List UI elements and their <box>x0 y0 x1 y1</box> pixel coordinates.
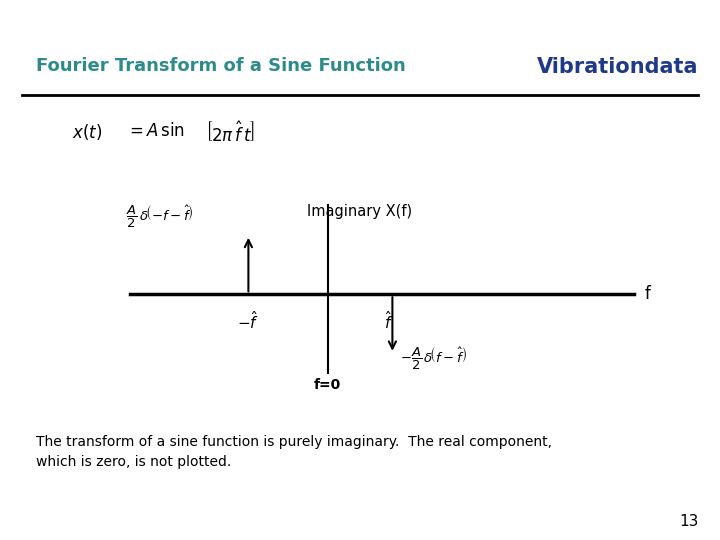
Text: f=0: f=0 <box>314 378 341 392</box>
Text: Vibrationdata: Vibrationdata <box>537 57 698 77</box>
Text: Imaginary X(f): Imaginary X(f) <box>307 204 413 219</box>
Text: $-\hat{f}$: $-\hat{f}$ <box>238 310 259 333</box>
Text: f: f <box>644 285 650 303</box>
Text: $\hat{f}$: $\hat{f}$ <box>384 310 393 333</box>
Text: $-\dfrac{A}{2}\,\delta\!\left(f-\hat{f}\right)$: $-\dfrac{A}{2}\,\delta\!\left(f-\hat{f}\… <box>400 346 467 372</box>
Text: Fourier Transform of a Sine Function: Fourier Transform of a Sine Function <box>36 57 406 75</box>
Text: $\dfrac{A}{2}\,\delta\!\left(-f-\hat{f}\right)$: $\dfrac{A}{2}\,\delta\!\left(-f-\hat{f}\… <box>126 203 194 230</box>
Text: 13: 13 <box>679 514 698 529</box>
Text: $\left[ 2\pi\,\hat{f}\,t \right]$: $\left[ 2\pi\,\hat{f}\,t \right]$ <box>205 122 255 146</box>
Text: $= A\,\mathrm{sin}$: $= A\,\mathrm{sin}$ <box>126 122 185 139</box>
Text: $x(t)$: $x(t)$ <box>72 122 102 141</box>
Text: The transform of a sine function is purely imaginary.  The real component,
which: The transform of a sine function is pure… <box>36 435 552 469</box>
